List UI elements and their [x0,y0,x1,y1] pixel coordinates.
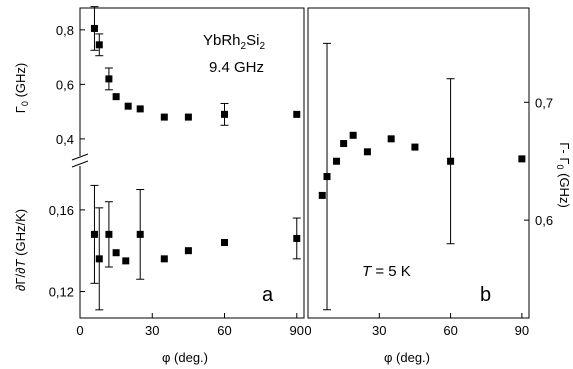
x-tick-label: 90 [290,323,304,338]
gamma0-symbol: Γ [13,106,28,113]
x-tick-label: 60 [217,323,231,338]
dgamma-dt-point [136,230,144,238]
gamma0-point [160,113,168,121]
y-tick-label: 0,12 [49,284,74,299]
sample-name: YbRh2Si2 [203,32,265,52]
gamma-minus-gamma0-point [387,135,395,143]
gamma0-point [221,110,229,118]
gamma-minus-gamma0-point [363,148,371,156]
panel-a-label: a [262,284,274,306]
y-tick-label: 0,16 [49,203,74,218]
gamma-minus-gamma0-point [318,191,326,199]
x-tick-label: 0 [304,323,311,338]
axis-break-marks [71,153,89,168]
gamma0-subscript: 0 [20,101,30,106]
y-tick-label: 0,6 [535,213,553,228]
gamma-minus-gamma0-point [447,157,455,165]
gamma-minus-gamma0-point [323,173,331,181]
gamma-minus-gamma0-point [333,157,341,165]
gamma-minus-gamma0-point [349,131,357,139]
gamma-minus-gamma0-point [411,143,419,151]
dgamma-dt-point [122,257,130,265]
dgamma-dt-point [160,255,168,263]
panel-a-top-ylabel: Γ0 (GHz) [13,63,30,113]
x-tick-label: 90 [515,323,529,338]
gamma0-point [90,24,98,32]
dgamma-dt-point [293,234,301,242]
gamma0-point [105,75,113,83]
panel-a-xlabel: φ (deg.) [162,350,208,365]
temperature-label: T = 5 K [362,263,411,280]
y-tick-label: 0,4 [56,132,74,147]
gamma0-point [124,102,132,110]
gamma-minus-gamma0-point [340,140,348,148]
gamma0-point [293,110,301,118]
panel-b-xlabel: φ (deg.) [384,350,430,365]
gamma0-point [184,113,192,121]
frequency-label: 9.4 GHz [209,59,264,76]
dgamma-dt-point [95,255,103,263]
dgamma-dt-point [221,239,229,247]
dgamma-dt-point [90,230,98,238]
gamma-minus-gamma0-point [518,155,526,163]
x-tick-label: 30 [372,323,386,338]
y-tick-label: 0,8 [56,23,74,38]
panel-b-label: b [480,284,491,306]
panel-b-ylabel: Γ- Γ0 (GHz) [555,142,572,208]
gamma0-point [95,41,103,49]
y-tick-label: 0,7 [535,95,553,110]
dgamma-dt-point [112,249,120,257]
x-tick-label: 0 [76,323,83,338]
panel-a-frame [79,7,305,319]
gamma0-unit: (GHz) [13,63,28,101]
dgamma-dt-point [184,247,192,255]
gamma0-point [136,105,144,113]
y-tick-label: 0,6 [56,77,74,92]
gamma0-point [112,93,120,101]
x-tick-label: 60 [443,323,457,338]
panel-b-frame [307,7,530,319]
panel-a-bottom-ylabel: ∂Γ/∂T (GHz/K) [13,209,28,291]
x-tick-label: 30 [145,323,159,338]
dgamma-dt-point [105,230,113,238]
